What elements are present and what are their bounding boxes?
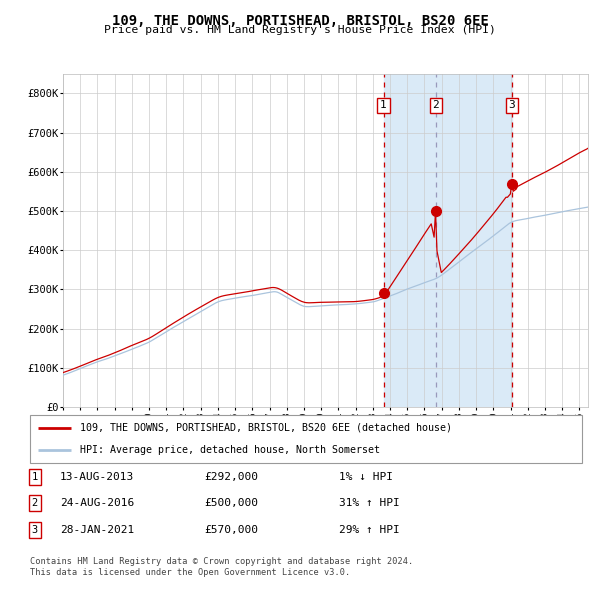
Text: 2: 2: [32, 499, 38, 508]
Text: This data is licensed under the Open Government Licence v3.0.: This data is licensed under the Open Gov…: [30, 568, 350, 577]
Bar: [383, 74, 512, 407]
Text: HPI: Average price, detached house, North Somerset: HPI: Average price, detached house, Nort…: [80, 445, 380, 455]
Text: 3: 3: [509, 100, 515, 110]
Text: £570,000: £570,000: [204, 525, 258, 535]
Text: 13-AUG-2013: 13-AUG-2013: [60, 472, 134, 481]
Text: 1: 1: [380, 100, 387, 110]
Text: £500,000: £500,000: [204, 499, 258, 508]
Text: 109, THE DOWNS, PORTISHEAD, BRISTOL, BS20 6EE: 109, THE DOWNS, PORTISHEAD, BRISTOL, BS2…: [112, 14, 488, 28]
Text: 2: 2: [432, 100, 439, 110]
Text: 24-AUG-2016: 24-AUG-2016: [60, 499, 134, 508]
Text: 3: 3: [32, 525, 38, 535]
Text: 28-JAN-2021: 28-JAN-2021: [60, 525, 134, 535]
Text: 1% ↓ HPI: 1% ↓ HPI: [339, 472, 393, 481]
Text: 31% ↑ HPI: 31% ↑ HPI: [339, 499, 400, 508]
Text: Contains HM Land Registry data © Crown copyright and database right 2024.: Contains HM Land Registry data © Crown c…: [30, 558, 413, 566]
Text: 1: 1: [32, 472, 38, 481]
Text: £292,000: £292,000: [204, 472, 258, 481]
Text: 109, THE DOWNS, PORTISHEAD, BRISTOL, BS20 6EE (detached house): 109, THE DOWNS, PORTISHEAD, BRISTOL, BS2…: [80, 423, 452, 433]
Text: Price paid vs. HM Land Registry's House Price Index (HPI): Price paid vs. HM Land Registry's House …: [104, 25, 496, 35]
Text: 29% ↑ HPI: 29% ↑ HPI: [339, 525, 400, 535]
FancyBboxPatch shape: [30, 415, 582, 463]
